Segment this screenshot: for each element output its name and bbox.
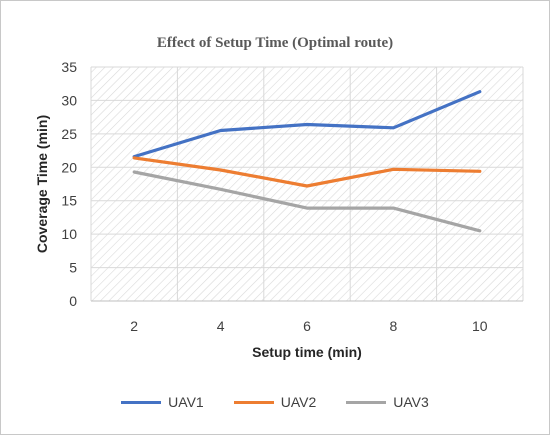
- y-axis-title: Coverage Time (min): [34, 115, 50, 253]
- x-tick-label: 2: [130, 318, 138, 334]
- y-tick-label: 25: [61, 126, 77, 142]
- series-line-uav1: [132, 90, 482, 159]
- plot-area: [91, 67, 523, 301]
- legend: UAV1 UAV2 UAV3: [1, 394, 549, 410]
- series-line-uav3: [132, 170, 482, 233]
- series-line-uav2: [132, 156, 482, 188]
- chart-title: Effect of Setup Time (Optimal route): [156, 35, 394, 51]
- legend-entry-uav2: UAV2: [233, 394, 317, 410]
- x-tick-label: 10: [472, 318, 488, 334]
- legend-label: UAV2: [280, 394, 317, 410]
- y-tick-label: 10: [61, 226, 77, 242]
- x-tick-label: 4: [217, 318, 225, 334]
- x-tick-label: 6: [303, 318, 311, 334]
- legend-label: UAV3: [393, 394, 429, 410]
- legend-label: UAV1: [168, 394, 204, 410]
- legend-entry-uav1: UAV1: [121, 394, 204, 410]
- legend-swatch: [233, 400, 274, 404]
- y-tick-label: 30: [61, 92, 77, 108]
- y-tick-label: 5: [69, 260, 77, 276]
- legend-swatch: [121, 400, 162, 404]
- x-tick-label: 8: [390, 318, 398, 334]
- x-axis-title: Setup time (min): [252, 344, 362, 360]
- y-tick-label: 15: [61, 193, 77, 209]
- y-tick-label: 0: [69, 293, 77, 309]
- y-tick-label: 35: [61, 59, 77, 75]
- y-tick-label: 20: [61, 159, 77, 175]
- legend-swatch: [346, 400, 387, 404]
- legend-entry-uav3: UAV3: [346, 394, 429, 410]
